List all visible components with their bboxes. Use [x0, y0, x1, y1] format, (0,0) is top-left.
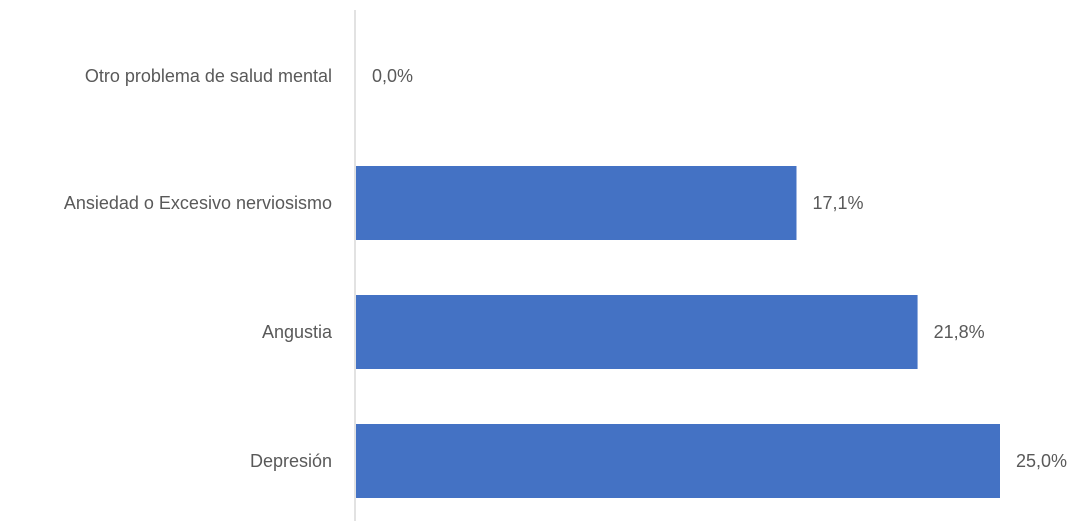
bar: [356, 295, 918, 369]
category-label: Ansiedad o Excesivo nerviosismo: [64, 193, 332, 213]
bar: [356, 424, 1000, 498]
bar: [356, 166, 797, 240]
bars-layer: [356, 166, 1000, 498]
data-labels: 0,0% 17,1% 21,8% 25,0%: [372, 66, 1067, 471]
category-label: Depresión: [250, 451, 332, 471]
data-label: 17,1%: [812, 193, 863, 213]
category-label: Otro problema de salud mental: [85, 66, 332, 86]
data-label: 0,0%: [372, 66, 413, 86]
data-label: 21,8%: [934, 322, 985, 342]
category-label: Angustia: [262, 322, 333, 342]
data-label: 25,0%: [1016, 451, 1067, 471]
category-labels: Otro problema de salud mental Ansiedad o …: [64, 66, 333, 471]
